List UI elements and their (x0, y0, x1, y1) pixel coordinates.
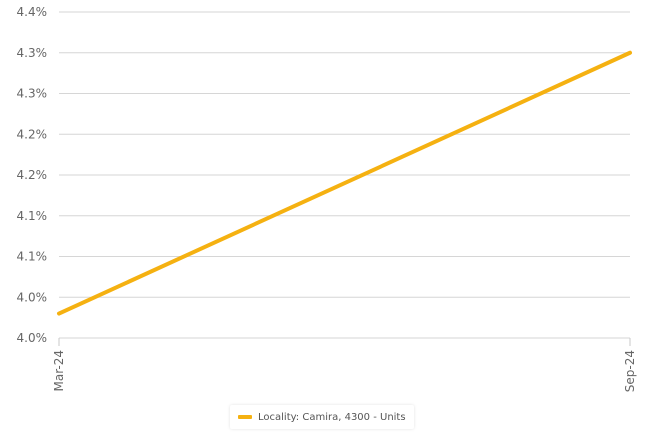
series-lines (57, 50, 632, 316)
y-tick-label: 4.1% (17, 209, 48, 223)
y-tick-label: 4.2% (17, 168, 48, 182)
legend-swatch (238, 415, 252, 419)
y-axis-ticks: 4.4% 4.3% 4.3% 4.2% 4.2% 4.1% 4.1% 4.0% 4.0% (17, 5, 48, 345)
y-tick-label: 4.0% (17, 290, 48, 304)
x-tick-label: Mar-24 (52, 350, 66, 391)
legend-label-series-1: Locality: Camira, 4300 - Units (258, 411, 406, 423)
x-tick-label: Sep-24 (623, 350, 637, 392)
y-tick-label: 4.3% (17, 87, 48, 101)
y-tick-label: 4.0% (17, 331, 48, 345)
x-axis-ticks: Mar-24 Sep-24 (52, 338, 637, 392)
legend[interactable]: Locality: Camira, 4300 - Units (230, 405, 414, 429)
series-line-1[interactable] (57, 50, 632, 316)
y-tick-label: 4.3% (17, 46, 48, 60)
gridlines (59, 11, 630, 339)
y-tick-label: 4.4% (17, 5, 48, 19)
y-tick-label: 4.2% (17, 127, 48, 141)
y-tick-label: 4.1% (17, 250, 48, 264)
